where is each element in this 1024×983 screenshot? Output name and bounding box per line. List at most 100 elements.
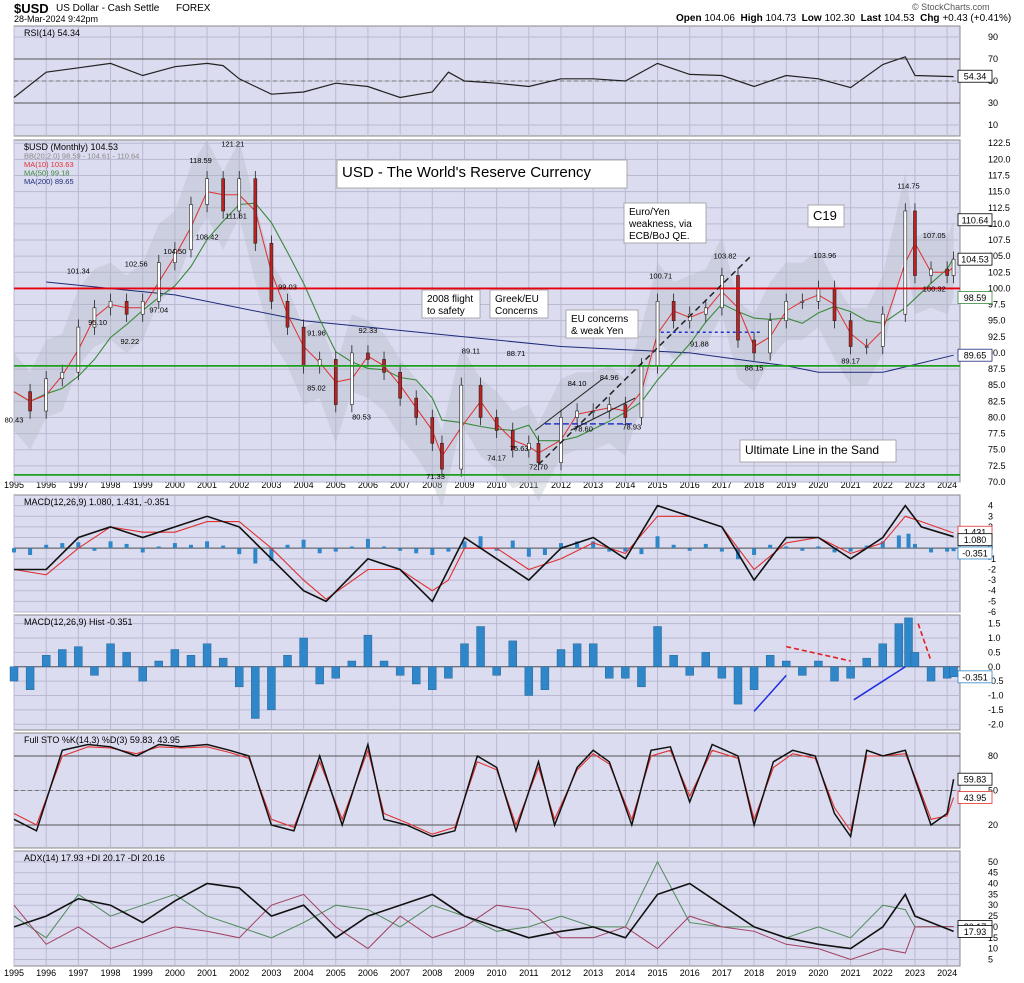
macd-hist-bar <box>205 541 210 549</box>
hist-bar <box>235 666 244 688</box>
price-legend: MA(10) 103.63 <box>24 160 74 169</box>
hist-last-label-box <box>957 670 993 684</box>
adx-tick-label: 10 <box>988 944 998 954</box>
chg-value: +0.43 (+0.41%) <box>942 13 1012 24</box>
price-tick-label: 100.0 <box>988 283 1011 293</box>
hist-bar <box>428 666 437 690</box>
hist-bar <box>106 643 115 667</box>
adx-tick-label: 45 <box>988 868 998 878</box>
ma200-label: 89.65 <box>964 351 987 361</box>
hist-bar <box>765 655 775 667</box>
price-tick-label: 102.5 <box>988 267 1011 277</box>
hist-bar <box>476 626 485 667</box>
year-tick-label: 2011 <box>519 968 538 978</box>
hist-bar <box>782 660 791 667</box>
candle-body <box>317 359 322 367</box>
hist-bar <box>122 652 131 667</box>
annotation-box <box>489 289 549 319</box>
price-legend: BB(20,2.0) 98.59 - 104.61 - 110.64 <box>24 152 139 161</box>
year-tick-label: 2022 <box>873 480 893 490</box>
adx-value-label: 17.93 <box>964 927 987 937</box>
macd-hist-bar <box>398 548 403 551</box>
price-annotation: 89.11 <box>462 347 480 356</box>
hist-tick-label: -1.5 <box>988 705 1004 715</box>
annotation-box <box>336 159 628 189</box>
price-tick-label: 112.5 <box>988 203 1010 213</box>
bollinger-band <box>14 140 954 508</box>
macd-hist-bar <box>703 543 708 549</box>
candle-body <box>108 301 113 309</box>
macd-hist-bar <box>317 548 322 554</box>
macd-hist-bar <box>880 541 885 549</box>
hist-bar <box>186 655 196 667</box>
hist-bar <box>733 666 743 705</box>
price-annotation: 101.34 <box>67 267 90 276</box>
year-tick-label: 2002 <box>229 480 249 490</box>
candle-body <box>237 178 242 212</box>
price-legend: MA(200) 89.65 <box>24 177 74 186</box>
candle-body <box>527 442 531 451</box>
candle-body <box>848 320 853 347</box>
macd-hist-bar <box>269 548 274 561</box>
price-annotation: 107.05 <box>923 231 946 240</box>
candle-body <box>575 410 579 418</box>
year-tick-label: 2009 <box>454 480 474 490</box>
year-tick-label: 2012 <box>551 480 571 490</box>
candle-body <box>736 275 740 341</box>
rsi-legend: RSI(14) 54.34 <box>24 28 80 38</box>
candle-body <box>655 301 660 367</box>
annotation-text: C19 <box>813 208 837 223</box>
adx-minus-di-line <box>13 893 954 961</box>
macd-hist-bar <box>494 548 499 551</box>
macd-hist-label-box <box>957 546 993 560</box>
annotation-text: Ultimate Line in the Sand <box>745 443 879 457</box>
price-annotation: 88.71 <box>507 349 526 358</box>
macd-hist-bar <box>951 548 956 552</box>
macd-hist-bar <box>156 546 161 549</box>
price-legend: MA(50) 99.18 <box>24 169 69 178</box>
bb-upper-label: 110.64 <box>962 215 989 225</box>
candle-body <box>440 442 444 470</box>
adx-tick-label: 50 <box>988 857 998 867</box>
annotation-text: weakness, via <box>628 219 692 230</box>
macd-hist-label: -0.351 <box>962 548 988 558</box>
price-annotation: 84.10 <box>568 379 587 388</box>
candle-body <box>929 268 933 276</box>
adx-tick-label: 35 <box>988 889 998 899</box>
low-value: 102.30 <box>824 13 856 24</box>
candle-body <box>704 307 708 315</box>
sto-tick-label: 50 <box>988 786 998 796</box>
macd-hist-bar <box>639 548 644 555</box>
macd-hist-bar <box>44 544 49 549</box>
candle-body <box>671 301 676 321</box>
price-annotation: 80.43 <box>5 416 24 425</box>
hist-divergence-line <box>786 645 851 662</box>
hist-bar <box>9 666 19 682</box>
macd-hist-bar <box>140 548 145 553</box>
annotation-box <box>739 439 897 463</box>
candle-body <box>156 262 161 302</box>
macd-hist-bar <box>526 548 531 557</box>
hist-bar <box>621 666 630 679</box>
candle-body <box>366 352 370 360</box>
hist-bar <box>588 643 598 667</box>
price-tick-label: 95.0 <box>988 316 1006 326</box>
macd-hist-bar <box>912 543 917 549</box>
annotation-box <box>565 309 639 339</box>
candle-body <box>60 372 65 380</box>
macd-hist-bar <box>12 548 16 553</box>
annotation-text: Euro/Yen <box>629 207 670 218</box>
panel-frame <box>13 494 961 613</box>
hist-bar <box>846 666 855 679</box>
macd-hist-bar <box>60 543 65 549</box>
hist-bar <box>25 666 35 690</box>
price-annotation: 103.96 <box>813 251 836 260</box>
macd-hist-bar <box>848 548 853 552</box>
year-tick-label: 1995 <box>4 480 24 490</box>
macd-hist-bar <box>559 543 564 549</box>
year-tick-label: 2024 <box>937 480 957 490</box>
hist-bar <box>299 637 308 667</box>
macd-tick-label: -4 <box>988 586 996 596</box>
hist-bar <box>524 666 534 696</box>
hist-bar <box>605 666 614 679</box>
